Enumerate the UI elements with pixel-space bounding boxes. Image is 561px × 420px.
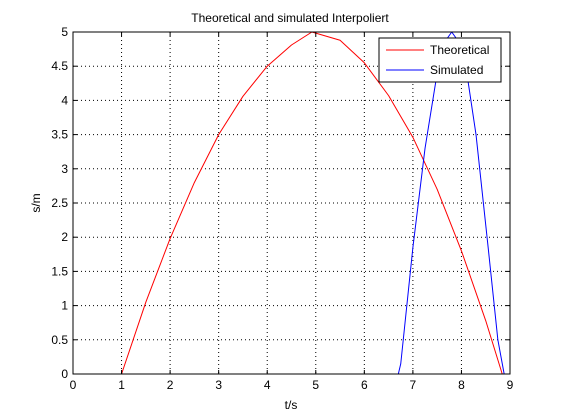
y-tick-label: 5 [61,25,68,39]
legend-box [378,37,502,83]
legend: Theoretical Simulated [378,37,502,83]
y-tick-label: 4.5 [51,59,68,73]
x-axis-label: t/s [285,398,298,412]
x-tick-label: 3 [215,378,222,392]
y-tick-label: 1 [61,299,68,313]
x-tick-label: 0 [70,378,77,392]
legend-label-simulated: Simulated [430,63,483,77]
y-tick-label: 0 [61,367,68,381]
chart-title: Theoretical and simulated Interpoliert [191,11,389,25]
y-axis-label: s/m [29,193,43,212]
grid [73,32,510,374]
y-tick-label: 3 [61,162,68,176]
ticks: 0 1 2 3 4 5 6 7 8 9 0 0.5 1 1.5 2 2.5 3 3.5 4 4.5 5 [51,25,513,392]
y-tick-label: 3.5 [51,128,68,142]
x-tick-label: 5 [312,378,319,392]
x-tick-label: 8 [458,378,465,392]
x-tick-label: 4 [264,378,271,392]
x-tick-label: 2 [167,378,174,392]
x-tick-label: 7 [410,378,417,392]
y-tick-label: 2 [61,230,68,244]
y-tick-label: 2.5 [51,196,68,210]
y-tick-label: 4 [61,93,68,107]
y-tick-label: 1.5 [51,264,68,278]
y-tick-label: 0.5 [51,333,68,347]
x-tick-label: 1 [118,378,125,392]
x-tick-label: 9 [507,378,514,392]
x-tick-label: 6 [361,378,368,392]
legend-label-theoretical: Theoretical [430,43,489,57]
